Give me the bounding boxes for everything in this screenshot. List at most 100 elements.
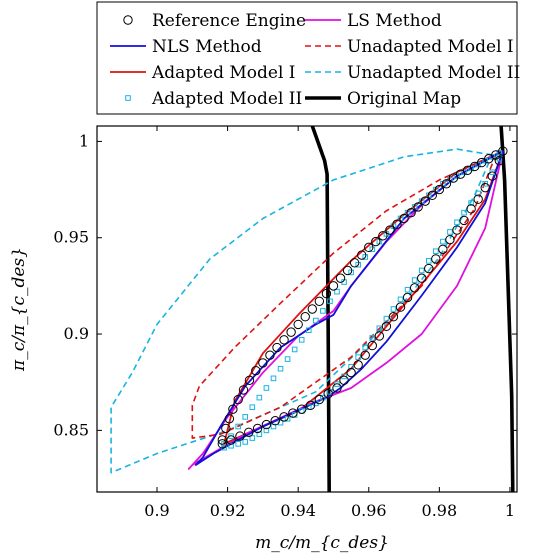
- adapted-model-ii-point: [489, 154, 496, 160]
- adapted-model-ii-point: [369, 335, 376, 341]
- adapted-model-ii-point: [277, 419, 284, 426]
- reference-engine-point: [494, 155, 505, 166]
- reference-engine-point: [288, 408, 298, 418]
- unadapted-model-ii-legend-label: Unadapted Model II: [347, 63, 520, 83]
- adapted-model-ii-point: [383, 315, 390, 322]
- reference-engine-point: [420, 196, 430, 206]
- reference-engine-point: [364, 242, 374, 253]
- y-tick-label: 1: [79, 131, 89, 150]
- adapted-model-i-line: [223, 150, 504, 445]
- reference-engine-point: [445, 234, 455, 245]
- adapted-model-ii-point: [447, 229, 453, 235]
- reference-engine-point: [452, 225, 462, 235]
- reference-engine-point: [480, 182, 490, 193]
- reference-engine-point: [484, 154, 494, 164]
- axis-ticks: 0.9 0.92 0.94 0.96 0.98 1 0.85 0.9 0.95 1: [53, 126, 517, 520]
- ls-method-legend-label: LS Method: [347, 11, 442, 31]
- x-axis-label: m_c/m_{c_des}: [255, 533, 389, 553]
- x-tick-label: 1: [505, 501, 515, 520]
- reference-engine-point: [238, 385, 249, 395]
- reference-engine-point: [371, 236, 381, 247]
- reference-engine-point: [307, 304, 317, 314]
- reference-engine-point: [286, 327, 296, 337]
- reference-engine-point: [374, 331, 385, 341]
- reference-engine-legend-label: Reference Engine: [152, 11, 306, 31]
- adapted-model-ii-point: [249, 435, 256, 441]
- reference-engine-point: [235, 431, 245, 441]
- adapted-model-ii-point: [475, 190, 481, 197]
- adapted-model-ii-point: [461, 169, 467, 176]
- reference-engine-point: [424, 263, 434, 274]
- reference-engine-point: [381, 321, 392, 332]
- plot-area: [110, 126, 515, 492]
- reference-engine-point: [469, 161, 480, 172]
- plot-frame: [96, 125, 518, 493]
- reference-engine-point: [221, 423, 231, 434]
- adapted-model-ii-point: [242, 414, 249, 420]
- adapted-model-ii-point: [425, 258, 432, 264]
- reference-engine-point: [251, 365, 261, 376]
- adapted-model-ii-point: [369, 246, 376, 253]
- adapted-model-ii-point: [418, 267, 425, 274]
- reference-engine-point: [332, 383, 342, 393]
- adapted-model-ii-point: [235, 441, 241, 447]
- nls-method-legend-label: NLS Method: [152, 37, 262, 57]
- reference-engine-point: [395, 302, 406, 312]
- reference-engine-point: [270, 416, 280, 426]
- nls-method-line: [194, 150, 504, 466]
- adapted-model-ii-legend-label: Adapted Model II: [151, 89, 302, 109]
- adapted-model-ii-point: [355, 354, 361, 360]
- reference-engine-point: [367, 340, 377, 351]
- reference-engine-point: [448, 173, 459, 183]
- adapted-model-ii-point: [397, 296, 404, 303]
- reference-engine-point: [252, 423, 263, 434]
- unadapted-model-i-legend-label: Unadapted Model I: [347, 37, 514, 57]
- reference-engine-point: [300, 312, 310, 322]
- adapted-model-ii-point: [277, 365, 284, 372]
- reference-engine-point: [441, 179, 452, 189]
- adapted-model-ii-point: [263, 385, 270, 391]
- reference-engine-point: [293, 319, 303, 330]
- reference-engine-point: [409, 283, 420, 293]
- adapted-model-ii-point: [242, 439, 249, 445]
- reference-engine-point: [233, 394, 243, 405]
- reference-engine-point: [459, 215, 469, 226]
- adapted-model-ii-point: [482, 157, 489, 164]
- adapted-model-ii-point: [468, 165, 474, 172]
- reference-engine-point: [226, 435, 236, 445]
- reference-engine-point: [385, 225, 395, 235]
- reference-engine-point: [477, 157, 487, 168]
- reference-engine-point: [314, 296, 325, 306]
- adapted-model-ii-point: [362, 344, 369, 351]
- reference-engine-point: [217, 439, 227, 449]
- legend: Reference Engine LS Method NLS Method Unada…: [110, 11, 520, 109]
- reference-engine-point: [342, 265, 353, 276]
- adapted-model-ii-point: [298, 337, 305, 343]
- adapted-model-ii-point: [454, 173, 460, 179]
- reference-engine-point: [297, 404, 307, 414]
- reference-engine-point: [305, 400, 316, 411]
- reference-engine-point: [434, 184, 445, 195]
- adapted-model-ii-point: [284, 416, 291, 422]
- adapted-model-ii-point: [496, 150, 503, 156]
- adapted-model-ii-point: [327, 298, 333, 305]
- reference-engine-point: [328, 281, 339, 291]
- reference-engine-point: [473, 194, 483, 204]
- adapted-model-ii-point: [313, 317, 319, 324]
- adapted-model-ii-point: [348, 269, 354, 276]
- reference-engine-point: [427, 190, 437, 201]
- adapted-model-i-legend-label: Adapted Model I: [151, 63, 296, 83]
- reference-engine-point: [487, 171, 497, 181]
- reference-engine-point: [431, 254, 441, 264]
- reference-engine-point: [261, 419, 272, 430]
- adapted-model-ii-point: [235, 423, 241, 430]
- adapted-model-ii-point: [228, 442, 234, 449]
- reference-engine-legend-swatch: [123, 15, 133, 25]
- y-tick-label: 0.9: [64, 324, 89, 343]
- original-map-line: [499, 126, 515, 492]
- reference-engine-point: [339, 375, 349, 385]
- y-tick-label: 0.85: [53, 420, 89, 439]
- adapted-model-ii-point: [376, 325, 383, 332]
- reference-engine-point: [349, 258, 360, 268]
